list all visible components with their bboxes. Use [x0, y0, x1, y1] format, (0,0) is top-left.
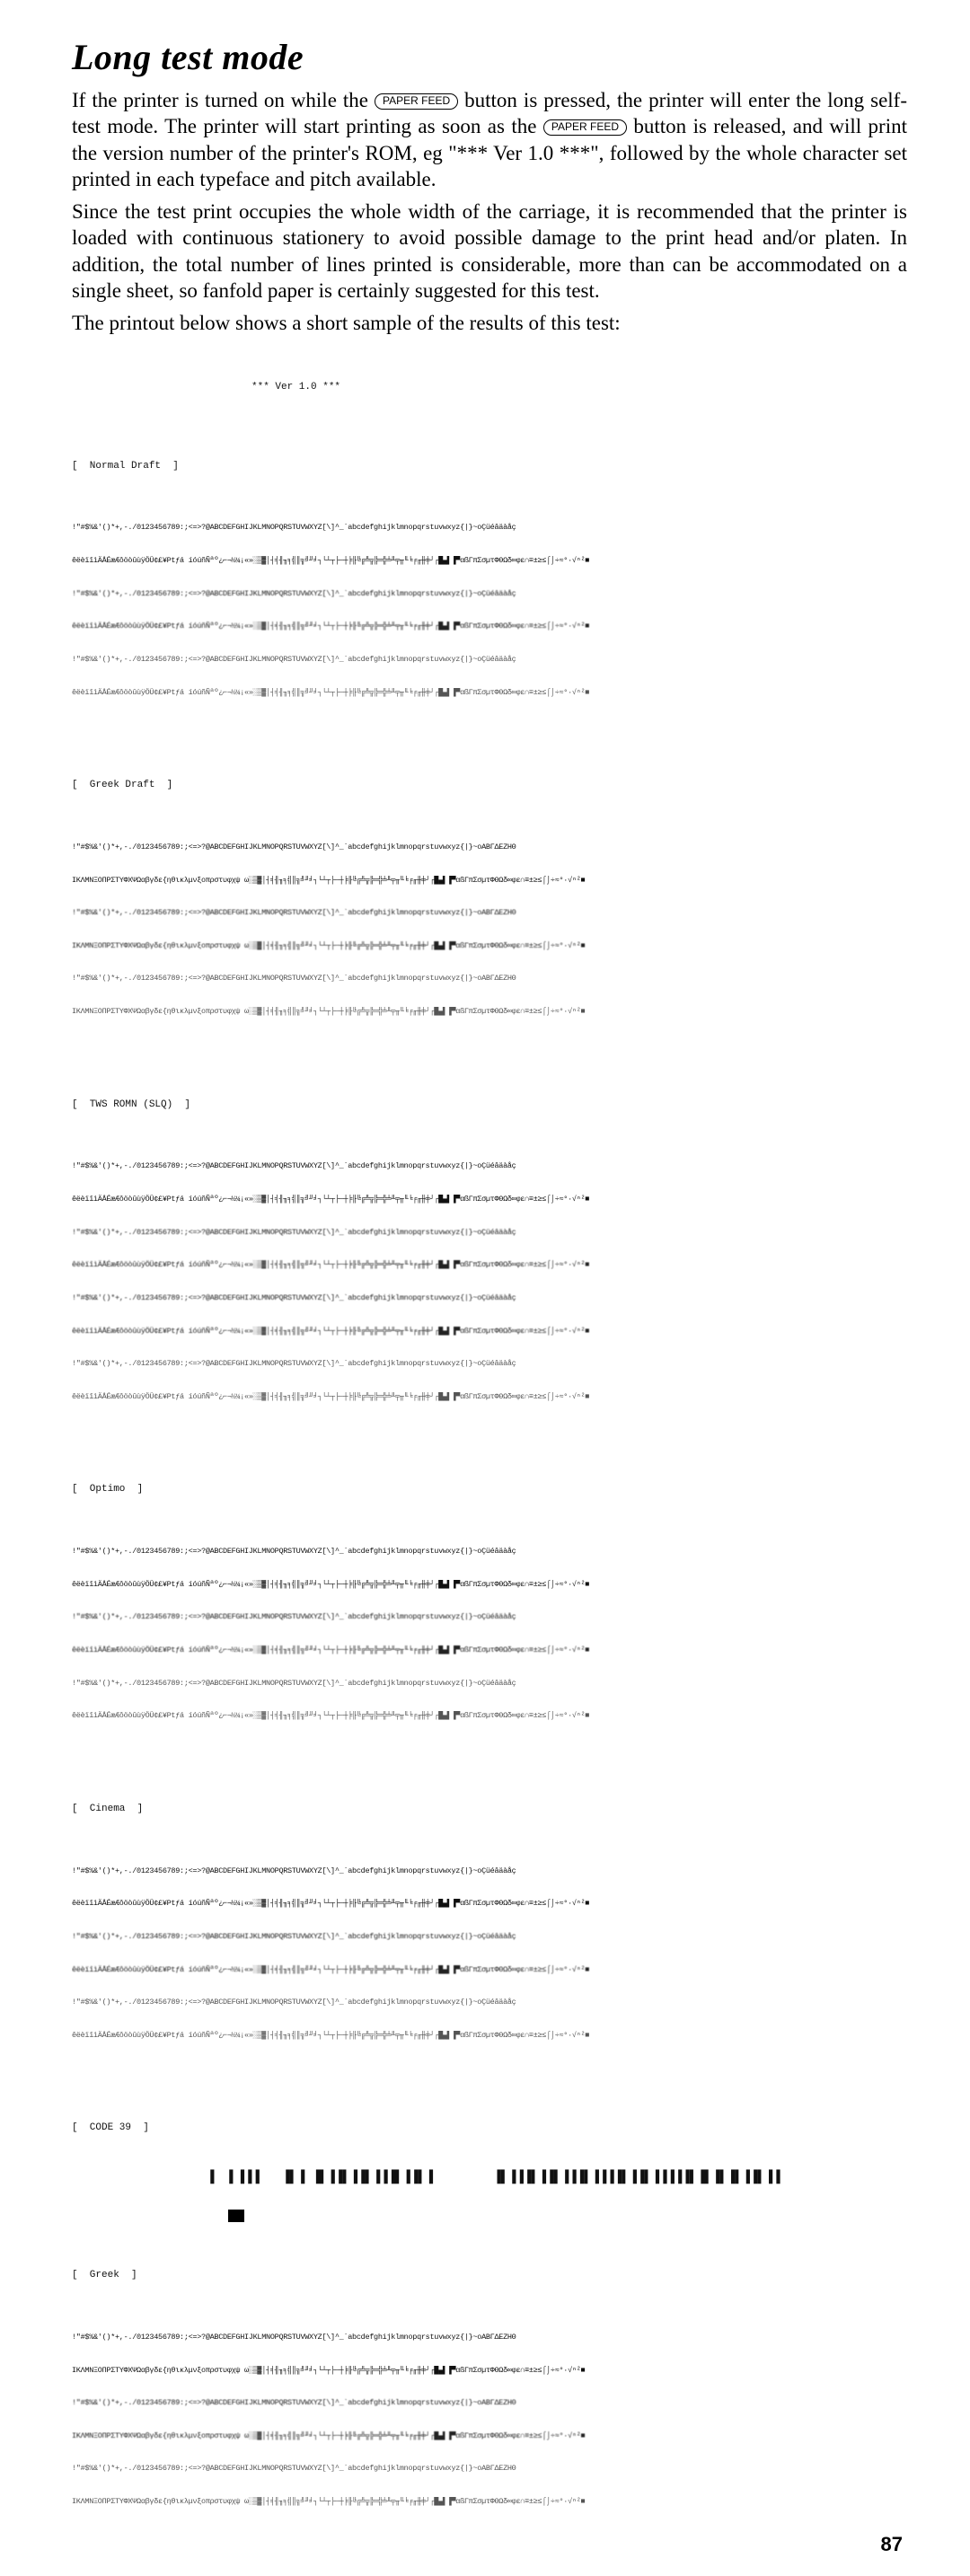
- cs-row: êëèïîìÄÅÉæÆôöòûùÿÖÜ¢£¥Ptƒá íóúñÑªº¿⌐¬½¼¡…: [72, 1195, 907, 1204]
- page-number: 87: [881, 2533, 903, 2556]
- cs-row: !"#$%&'()*+,-./0123456789:;<=>?@ABCDEFGH…: [72, 1228, 907, 1238]
- cs-row: !"#$%&'()*+,-./0123456789:;<=>?@ABCDEFGH…: [72, 1932, 907, 1942]
- cs-row: !"#$%&'()*+,-./0123456789:;<=>?@ABCDEFGH…: [72, 1359, 907, 1369]
- label-tws-romn: [ TWS ROMN (SLQ) ]: [72, 1099, 907, 1112]
- barcode-row: ▐ ▌▐▐▐ ▐▌▐ ▐▌▐▐▌▐▐▌▐▐▐▌▐▐▌▐ ▐▌▐▐▐▌▐▐▌▐▐▐…: [207, 2170, 907, 2186]
- cs-row: êëèïîìÄÅÉæÆôöòûùÿÖÜ¢£¥Ptƒá íóúñÑªº¿⌐¬½¼¡…: [72, 1580, 907, 1590]
- cs-row: !"#$%&'()*+,-./0123456789:;<=>?@ABCDEFGH…: [72, 1293, 907, 1303]
- label-greek: [ Greek ]: [72, 2270, 907, 2282]
- cs-row: !"#$%&'()*+,-./0123456789:;<=>?@ABCDEFGH…: [72, 842, 907, 852]
- cs-row: IKΛMNΞOΠPΣTYΦXΨΩαβγδε{ηθικλμνξoπρστυφχψ …: [72, 2366, 907, 2376]
- charset-optimo: !"#$%&'()*+,-./0123456789:;<=>?@ABCDEFGH…: [72, 1524, 907, 1744]
- cs-row: !"#$%&'()*+,-./0123456789:;<=>?@ABCDEFGH…: [72, 908, 907, 918]
- cs-row: !"#$%&'()*+,-./0123456789:;<=>?@ABCDEFGH…: [72, 2464, 907, 2474]
- charset-tws: !"#$%&'()*+,-./0123456789:;<=>?@ABCDEFGH…: [72, 1139, 907, 1425]
- paper-feed-pill-2: PAPER FEED: [543, 119, 627, 136]
- cs-row: êëèïîìÄÅÉæÆôöòûùÿÖÜ¢£¥Ptƒá íóúñÑªº¿⌐¬½¼¡…: [72, 1645, 907, 1655]
- cs-row: !"#$%&'()*+,-./0123456789:;<=>?@ABCDEFGH…: [72, 655, 907, 665]
- cs-row: êëèïîìÄÅÉæÆôöòûùÿÖÜ¢£¥Ptƒá íóúñÑªº¿⌐¬½¼¡…: [72, 1965, 907, 1975]
- cs-row: !"#$%&'()*+,-./0123456789:;<=>?@ABCDEFGH…: [72, 1679, 907, 1689]
- cs-row: êëèïîìÄÅÉæÆôöòûùÿÖÜ¢£¥Ptƒá íóúñÑªº¿⌐¬½¼¡…: [72, 2031, 907, 2041]
- section-title: Long test mode: [72, 36, 907, 78]
- charset-greek: !"#$%&'()*+,-./0123456789:;<=>?@ABCDEFGH…: [72, 2310, 907, 2530]
- printout-sample: *** Ver 1.0 *** [ Normal Draft ] !"#$%&'…: [72, 359, 907, 2558]
- charset-normal: !"#$%&'()*+,-./0123456789:;<=>?@ABCDEFGH…: [72, 500, 907, 720]
- label-greek-draft: [ Greek Draft ]: [72, 780, 907, 792]
- version-line: *** Ver 1.0 ***: [251, 382, 907, 394]
- paragraph-3: The printout below shows a short sample …: [72, 310, 907, 336]
- cs-row: IKΛMNΞOΠPΣTYΦXΨΩαβγδε{ηθικλμνξoπρστυφχψ …: [72, 941, 907, 951]
- cs-row: êëèïîìÄÅÉæÆôöòûùÿÖÜ¢£¥Ptƒá íóúñÑªº¿⌐¬½¼¡…: [72, 556, 907, 566]
- cs-row: !"#$%&'()*+,-./0123456789:;<=>?@ABCDEFGH…: [72, 1547, 907, 1557]
- cs-row: !"#$%&'()*+,-./0123456789:;<=>?@ABCDEFGH…: [72, 589, 907, 599]
- cs-row: IKΛMNΞOΠPΣTYΦXΨΩαβγδε{ηθικλμνξoπρστυφχψ …: [72, 2497, 907, 2507]
- label-optimo: [ Optimo ]: [72, 1484, 907, 1496]
- cs-row: IKΛMNΞOΠPΣTYΦXΨΩαβγδε{ηθικλμνξoπρστυφχψ …: [72, 1007, 907, 1017]
- cs-row: êëèïîìÄÅÉæÆôöòûùÿÖÜ¢£¥Ptƒá íóúñÑªº¿⌐¬½¼¡…: [72, 688, 907, 698]
- cs-row: !"#$%&'()*+,-./0123456789:;<=>?@ABCDEFGH…: [72, 974, 907, 984]
- cs-row: IKΛMNΞOΠPΣTYΦXΨΩαβγδε{ηθικλμνξoπρστυφχψ …: [72, 876, 907, 886]
- label-normal-draft: [ Normal Draft ]: [72, 461, 907, 473]
- black-square: [228, 2210, 244, 2222]
- cs-row: !"#$%&'()*+,-./0123456789:;<=>?@ABCDEFGH…: [72, 1161, 907, 1171]
- cs-row: êëèïîìÄÅÉæÆôöòûùÿÖÜ¢£¥Ptƒá íóúñÑªº¿⌐¬½¼¡…: [72, 1260, 907, 1270]
- charset-cinema: !"#$%&'()*+,-./0123456789:;<=>?@ABCDEFGH…: [72, 1844, 907, 2064]
- cs-row: !"#$%&'()*+,-./0123456789:;<=>?@ABCDEFGH…: [72, 1998, 907, 2007]
- cs-row: !"#$%&'()*+,-./0123456789:;<=>?@ABCDEFGH…: [72, 1866, 907, 1876]
- cs-row: !"#$%&'()*+,-./0123456789:;<=>?@ABCDEFGH…: [72, 523, 907, 533]
- paper-feed-pill-1: PAPER FEED: [375, 93, 458, 110]
- cs-row: êëèïîìÄÅÉæÆôöòûùÿÖÜ¢£¥Ptƒá íóúñÑªº¿⌐¬½¼¡…: [72, 622, 907, 631]
- charset-greek-draft: !"#$%&'()*+,-./0123456789:;<=>?@ABCDEFGH…: [72, 820, 907, 1040]
- cs-row: !"#$%&'()*+,-./0123456789:;<=>?@ABCDEFGH…: [72, 1612, 907, 1622]
- cs-row: !"#$%&'()*+,-./0123456789:;<=>?@ABCDEFGH…: [72, 2398, 907, 2408]
- cs-row: êëèïîìÄÅÉæÆôöòûùÿÖÜ¢£¥Ptƒá íóúñÑªº¿⌐¬½¼¡…: [72, 1711, 907, 1721]
- cs-row: !"#$%&'()*+,-./0123456789:;<=>?@ABCDEFGH…: [72, 2333, 907, 2342]
- cs-row: êëèïîìÄÅÉæÆôöòûùÿÖÜ¢£¥Ptƒá íóúñÑªº¿⌐¬½¼¡…: [72, 1392, 907, 1402]
- label-cinema: [ Cinema ]: [72, 1804, 907, 1816]
- cs-row: êëèïîìÄÅÉæÆôöòûùÿÖÜ¢£¥Ptƒá íóúñÑªº¿⌐¬½¼¡…: [72, 1327, 907, 1337]
- cs-row: IKΛMNΞOΠPΣTYΦXΨΩαβγδε{ηθικλμνξoπρστυφχψ …: [72, 2431, 907, 2441]
- label-code39: [ CODE 39 ]: [72, 2122, 907, 2135]
- paragraph-1: If the printer is turned on while the PA…: [72, 87, 907, 193]
- p1-a: If the printer is turned on while the: [72, 89, 375, 111]
- page: Long test mode If the printer is turned …: [0, 0, 970, 2576]
- cs-row: êëèïîìÄÅÉæÆôöòûùÿÖÜ¢£¥Ptƒá íóúñÑªº¿⌐¬½¼¡…: [72, 1899, 907, 1909]
- paragraph-2: Since the test print occupies the whole …: [72, 198, 907, 304]
